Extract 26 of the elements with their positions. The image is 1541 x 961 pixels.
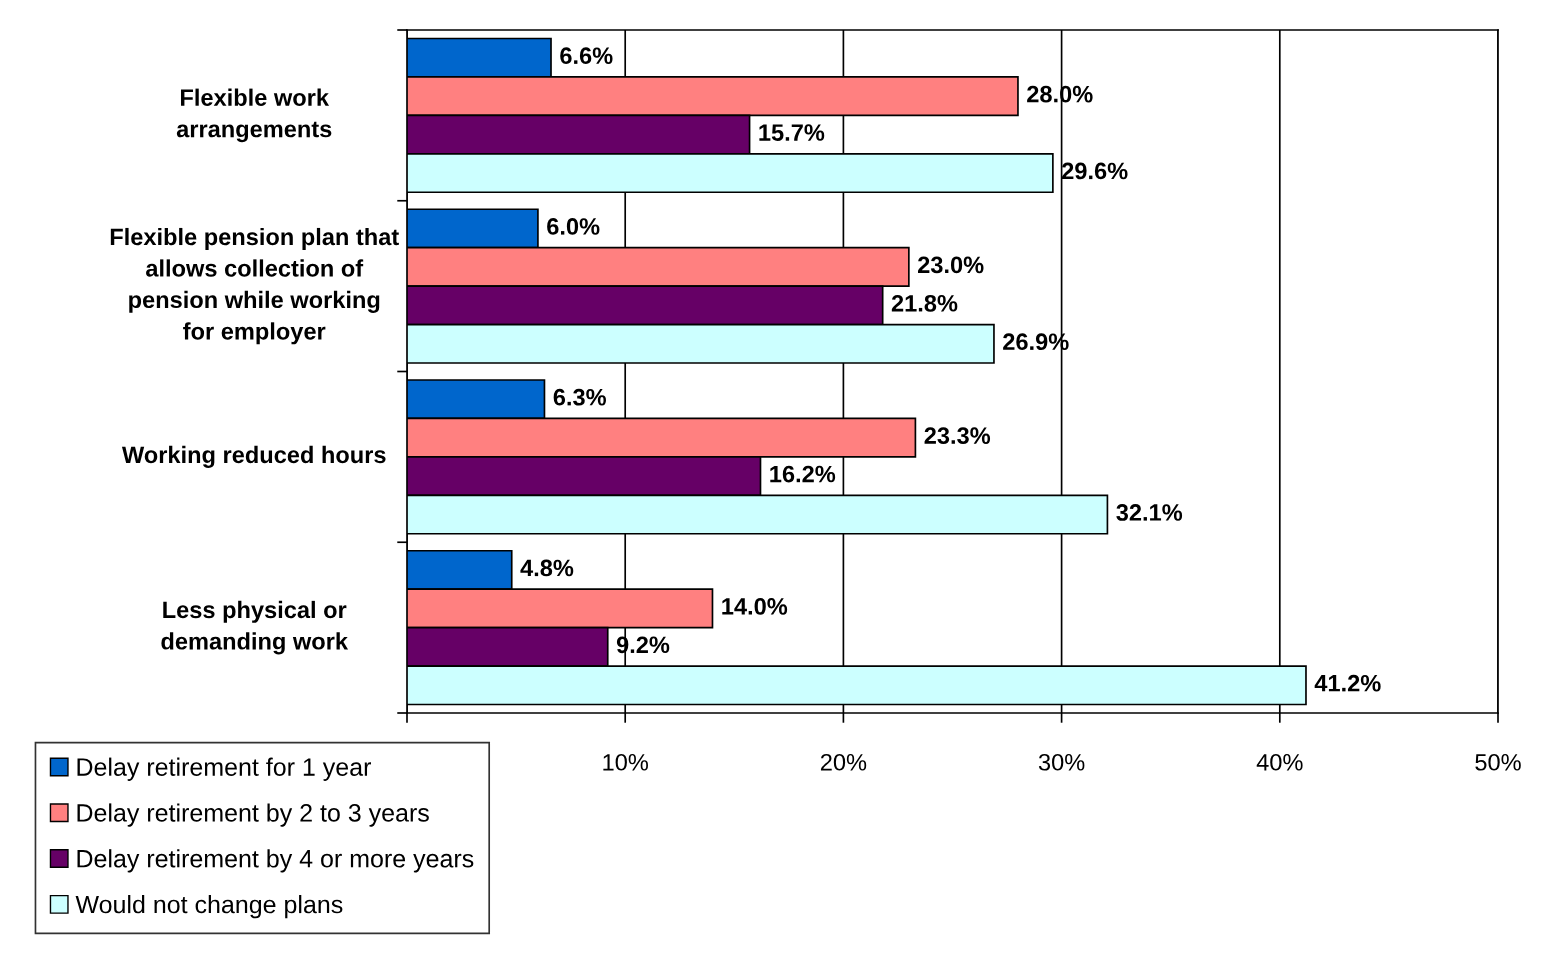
data-label: 29.6% xyxy=(1062,162,1128,180)
y-tick-label: Working reduced hours xyxy=(121,445,386,468)
legend-label: Would not change plans xyxy=(75,894,343,919)
data-label: 21.8% xyxy=(891,294,958,312)
legend-label: Delay retirement by 2 to 3 years xyxy=(77,803,429,827)
legend-label: Delay retirement by 4 or more years xyxy=(77,849,474,873)
x-tick-label: 40% xyxy=(1256,753,1303,771)
data-label: 41.2% xyxy=(1314,674,1381,692)
y-tick-label: Less physical or demanding work xyxy=(161,600,349,655)
x-tick-label: 50% xyxy=(1475,753,1521,771)
data-label: 32.1% xyxy=(1116,504,1183,521)
x-tick-label: 30% xyxy=(1038,753,1085,771)
data-label: 6.6% xyxy=(560,47,613,65)
data-label: 23.0% xyxy=(918,256,984,274)
data-label: 14.0% xyxy=(722,598,788,615)
legend-label: Delay retirement for 1 year xyxy=(77,757,371,781)
data-label: 6.0% xyxy=(547,218,600,235)
data-label: 16.2% xyxy=(770,465,836,483)
data-label: 4.8% xyxy=(520,559,574,577)
x-tick-label: 20% xyxy=(820,753,867,771)
y-tick-label: Flexible work arrangements xyxy=(176,88,332,143)
y-tick-label: Flexible pension plan that allows collection of pension while working for employer xyxy=(110,227,399,345)
data-label: 6.3% xyxy=(553,388,606,406)
x-tick-label: 10% xyxy=(603,753,648,771)
data-label: 23.3% xyxy=(924,427,991,445)
data-label: 15.7% xyxy=(759,124,825,141)
